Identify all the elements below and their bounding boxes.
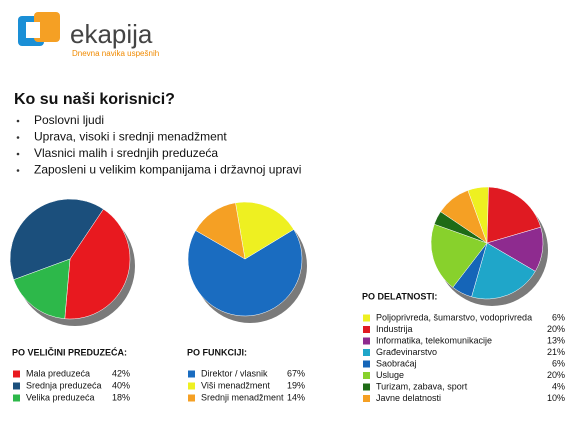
legend-label: Srednja preduzeća [26,380,102,390]
bullet-text: Vlasnici malih i srednjih preduzeća [34,146,218,160]
legend-label: Saobraćaj [376,358,417,368]
legend-swatch [363,395,370,402]
bullet-text: Uprava, visoki i srednji menadžment [34,130,227,144]
legend-value: 4% [552,381,565,391]
charts: PO VELIČINI PREDUZEĆA: Mala preduzeća 42% S… [9,186,565,403]
legend-value: 14% [287,392,305,402]
legend-label: Javne delatnosti [376,393,441,403]
legend-title: PO FUNKCIJI: [187,347,247,357]
legend-value: 13% [547,335,565,345]
pie-slice [9,198,104,281]
legend-swatch [13,370,20,378]
pie-slice [195,202,246,260]
pie-slice [486,186,542,244]
pie-slice [430,223,488,288]
legend-label: Velika preduzeća [26,392,95,402]
logo-icon [18,12,60,46]
legend-swatch [363,314,370,322]
pie-slice [471,242,536,300]
legend-value: 18% [112,392,130,402]
legend-value: 10% [547,393,565,403]
legend-swatch [188,370,195,378]
legend-swatch [188,382,195,390]
bullet-text: Zaposleni u velikim kompanijama i državn… [34,163,301,177]
bullet-dot [16,152,20,156]
legend-value: 42% [112,368,130,378]
legend-label: Industrija [376,324,413,334]
tagline: Dnevna navika uspešnih [72,49,159,58]
heading: Ko su naši korisnici? [14,91,175,108]
legend-label: Informatika, telekomunikacije [376,335,492,345]
legend-swatch [363,326,370,333]
logo-text: ekapija [70,19,153,49]
legend-value: 20% [547,324,565,334]
legend-label: Viši menadžment [201,380,270,390]
legend-swatch [363,337,370,345]
legend-swatch [188,394,195,402]
legend-value: 67% [287,368,305,378]
pie-slice [64,208,131,320]
legend-value: 21% [547,347,565,357]
legend-swatch [363,349,370,356]
legend-value: 6% [552,358,565,368]
bullet-dot [16,119,20,123]
legend-value: 40% [112,380,130,390]
bullet-list: Poslovni ljudi Uprava, visoki i srednji m… [16,113,301,177]
pie-slice [440,190,488,244]
pie-slice [13,258,71,320]
legend-label: Poljoprivreda, šumarstvo, vodoprivreda [376,312,532,322]
pie-slice [187,229,303,317]
legend-swatch [363,383,370,391]
bullet-dot [16,169,20,172]
pie-slice [235,201,295,260]
legend-swatch [363,360,370,368]
legend-label: Usluge [376,370,404,380]
legend-swatch [13,394,20,402]
legend-label: Direktor / vlasnik [201,368,268,378]
legend-label: Srednji menadžment [201,392,284,402]
legend-label: Mala preduzeća [26,368,90,378]
legend-label: Građevinarstvo [376,347,437,357]
legend-swatch [363,372,370,379]
legend-label: Turizam, zabava, sport [376,381,468,391]
legend-title: PO DELATNOSTI: [362,291,437,301]
legend-value: 6% [552,312,565,322]
bullet-dot [16,136,20,139]
legend-title: PO VELIČINI PREDUZEĆA: [12,346,127,357]
bullet-text: Poslovni ljudi [34,113,104,127]
legend-swatch [13,382,20,390]
legend-value: 19% [287,380,305,390]
legend-value: 20% [547,370,565,380]
